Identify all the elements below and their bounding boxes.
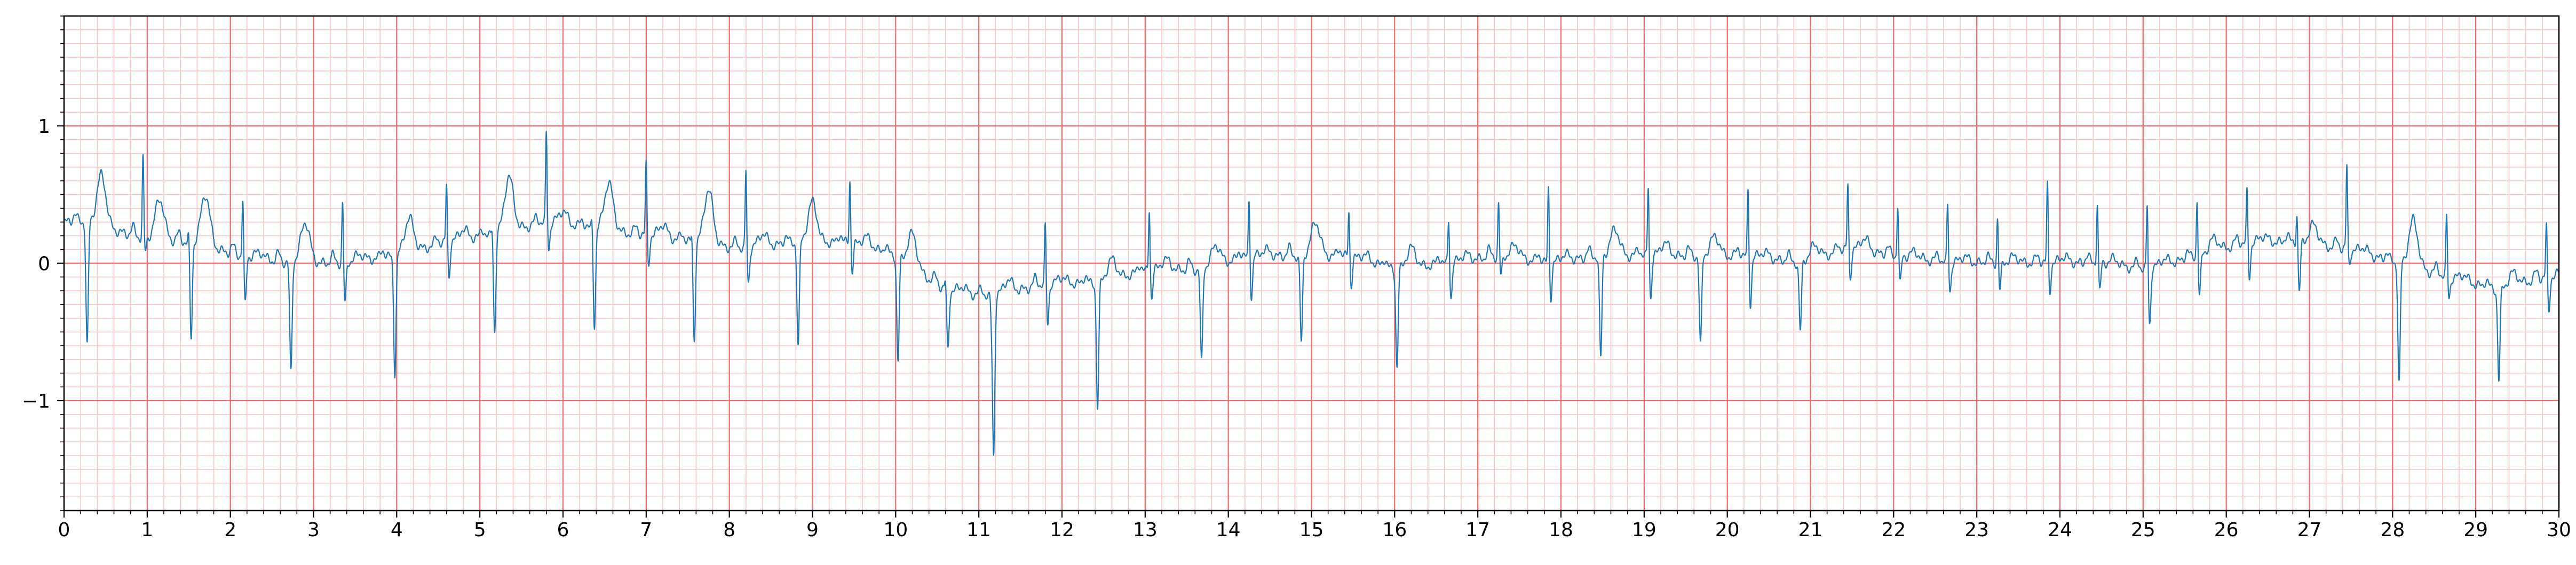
x-tick-label: 2 bbox=[224, 519, 236, 541]
x-tick-label: 27 bbox=[2297, 519, 2322, 541]
x-tick-label: 9 bbox=[806, 519, 819, 541]
x-tick-label: 25 bbox=[2131, 519, 2155, 541]
x-tick-label: 5 bbox=[474, 519, 486, 541]
x-tick-label: 26 bbox=[2214, 519, 2239, 541]
x-tick-label: 8 bbox=[723, 519, 735, 541]
ecg-trace-line bbox=[64, 131, 2559, 456]
x-tick-label: 29 bbox=[2463, 519, 2488, 541]
x-tick-label: 7 bbox=[640, 519, 652, 541]
y-tick-label: −1 bbox=[22, 391, 50, 412]
ecg-trace-layer bbox=[64, 131, 2559, 456]
x-tick-label: 30 bbox=[2547, 519, 2571, 541]
x-tick-label: 28 bbox=[2380, 519, 2405, 541]
x-tick-label: 21 bbox=[1798, 519, 1823, 541]
x-tick-label: 13 bbox=[1133, 519, 1158, 541]
x-tick-label: 17 bbox=[1465, 519, 1490, 541]
x-tick-label: 23 bbox=[1964, 519, 1989, 541]
x-tick-label: 14 bbox=[1216, 519, 1241, 541]
x-tick-label: 6 bbox=[557, 519, 569, 541]
x-tick-label: 1 bbox=[141, 519, 153, 541]
x-tick-label: 3 bbox=[307, 519, 320, 541]
y-tick-label: 0 bbox=[38, 253, 50, 275]
x-tick-label: 10 bbox=[883, 519, 908, 541]
x-tick-label: 20 bbox=[1715, 519, 1740, 541]
x-tick-label: 4 bbox=[391, 519, 403, 541]
x-tick-label: 18 bbox=[1549, 519, 1573, 541]
x-tick-label: 19 bbox=[1632, 519, 1656, 541]
x-tick-label: 24 bbox=[2048, 519, 2072, 541]
x-tick-label: 12 bbox=[1050, 519, 1074, 541]
y-tick-label: 1 bbox=[38, 116, 50, 138]
x-tick-label: 16 bbox=[1382, 519, 1407, 541]
x-tick-label: 0 bbox=[58, 519, 70, 541]
x-axis: 0 1 2 3 4 5 6 7 8 9 10 11 12 13 14 15 16 17 18 19 20 21 22 23 24… bbox=[58, 511, 2571, 541]
x-tick-label: 22 bbox=[1881, 519, 1906, 541]
y-axis: 1 0 −1 bbox=[22, 15, 64, 511]
x-tick-label: 15 bbox=[1299, 519, 1324, 541]
x-tick-label: 11 bbox=[966, 519, 991, 541]
